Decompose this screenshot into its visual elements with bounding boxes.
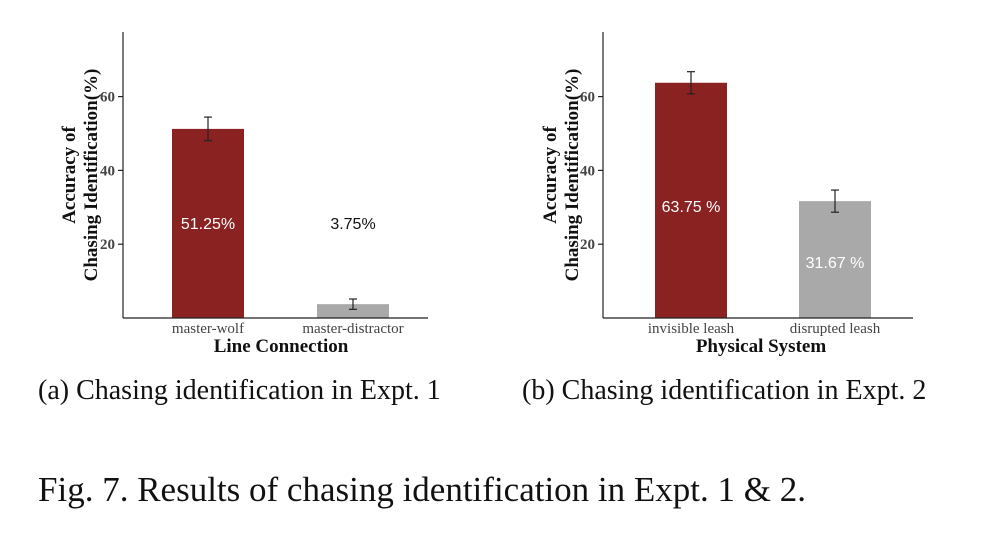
x-axis-categories: master-wolf master-distractor <box>172 321 404 337</box>
data-label: 31.67 % <box>806 255 865 272</box>
y-tick-label: 60 <box>100 90 115 106</box>
bar-master-wolf <box>172 128 244 318</box>
y-tick-label: 40 <box>580 163 595 179</box>
figure-caption: Fig. 7. Results of chasing identificatio… <box>38 470 806 509</box>
bar-master-distractor <box>317 304 389 318</box>
y-axis-label-line2: Chasing Identification(%) <box>81 69 102 282</box>
x-category-label: master-wolf <box>172 321 244 337</box>
bar-disrupted leash <box>799 201 871 318</box>
x-category-label: master-distractor <box>302 321 403 337</box>
y-axis-label-line2: Chasing Identification(%) <box>562 69 583 282</box>
bar-invisible leash <box>655 82 727 318</box>
y-axis-label-line1: Accuracy of <box>540 126 561 224</box>
data-label: 63.75 % <box>662 199 721 216</box>
x-category-label: invisible leash <box>648 321 735 337</box>
chart-a: Accuracy of Chasing Identification(%) 20… <box>59 32 428 357</box>
y-tick-label: 20 <box>100 237 115 253</box>
bars: 63.75 % 31.67 % <box>655 71 871 318</box>
caption-a: (a) Chasing identification in Expt. 1 <box>38 375 441 406</box>
x-axis-categories: invisible leash disrupted leash <box>648 321 881 337</box>
data-label: 3.75% <box>330 216 375 233</box>
x-category-label: disrupted leash <box>790 321 881 337</box>
chart-b: Accuracy of Chasing Identification(%) 20… <box>540 32 913 357</box>
caption-b: (b) Chasing identification in Expt. 2 <box>522 375 927 406</box>
y-tick-label: 60 <box>580 90 595 106</box>
y-tick-label: 40 <box>100 163 115 179</box>
y-axis-ticks: 20 40 60 <box>580 90 603 253</box>
bars: 51.25% 3.75% <box>172 116 389 318</box>
x-axis-label: Physical System <box>696 336 827 357</box>
y-tick-label: 20 <box>580 237 595 253</box>
data-label: 51.25% <box>181 216 235 233</box>
y-axis-label-line1: Accuracy of <box>59 126 80 224</box>
x-axis-label: Line Connection <box>214 336 349 357</box>
y-axis-ticks: 20 40 60 <box>100 90 123 253</box>
